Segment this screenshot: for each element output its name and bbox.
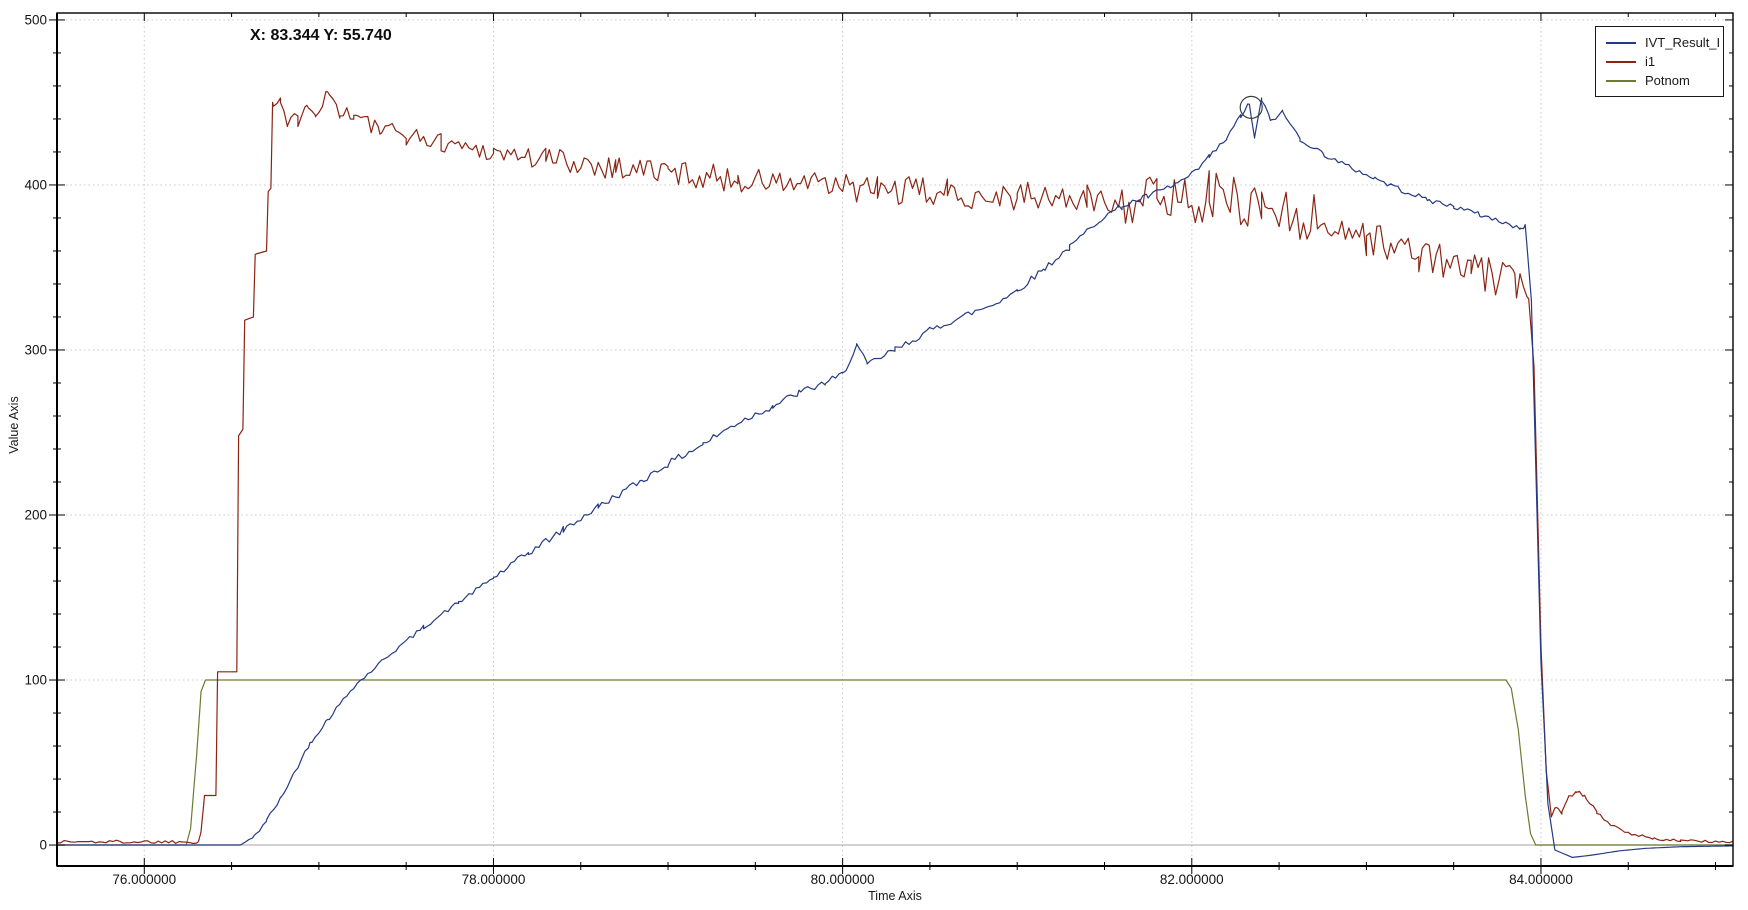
y-tick-label: 0 [39, 838, 47, 853]
legend-item-label: Potnom [1645, 73, 1690, 88]
legend-line-swatch [1606, 60, 1636, 63]
x-tick-label: 76.000000 [112, 872, 176, 887]
legend: IVT_Result_I i1 Potnom [1595, 26, 1724, 97]
series-line-Potnom[interactable] [57, 679, 1733, 846]
legend-item-Potnom[interactable]: Potnom [1606, 74, 1715, 87]
series-line-i1[interactable] [57, 90, 1734, 845]
legend-item-label: i1 [1645, 54, 1656, 69]
legend-line-swatch [1606, 79, 1636, 82]
y-tick-label: 100 [24, 673, 47, 688]
y-tick-label: 200 [24, 508, 47, 523]
y-axis-title: Value Axis [7, 396, 21, 454]
legend-line-swatch [1606, 41, 1636, 44]
x-axis-title: Time Axis [868, 889, 922, 903]
cursor-coordinates-readout: X: 83.344 Y: 55.740 [250, 27, 392, 44]
legend-item-label: IVT_Result_I [1645, 35, 1721, 50]
x-tick-label: 84.000000 [1509, 872, 1573, 887]
peak-marker-circle [1239, 95, 1263, 120]
legend-item-i1[interactable]: i1 [1606, 55, 1715, 68]
plot-border [56, 12, 1734, 867]
y-tick-label: 400 [24, 178, 47, 193]
x-tick-label: 78.000000 [462, 872, 526, 887]
legend-item-IVT_Result_I[interactable]: IVT_Result_I [1606, 36, 1720, 49]
x-tick-label: 82.000000 [1160, 872, 1224, 887]
x-tick-label: 80.000000 [811, 872, 875, 887]
y-tick-label: 300 [24, 343, 47, 358]
y-tick-label: 500 [24, 12, 47, 27]
series-line-IVT_Result_I[interactable] [57, 97, 1733, 858]
